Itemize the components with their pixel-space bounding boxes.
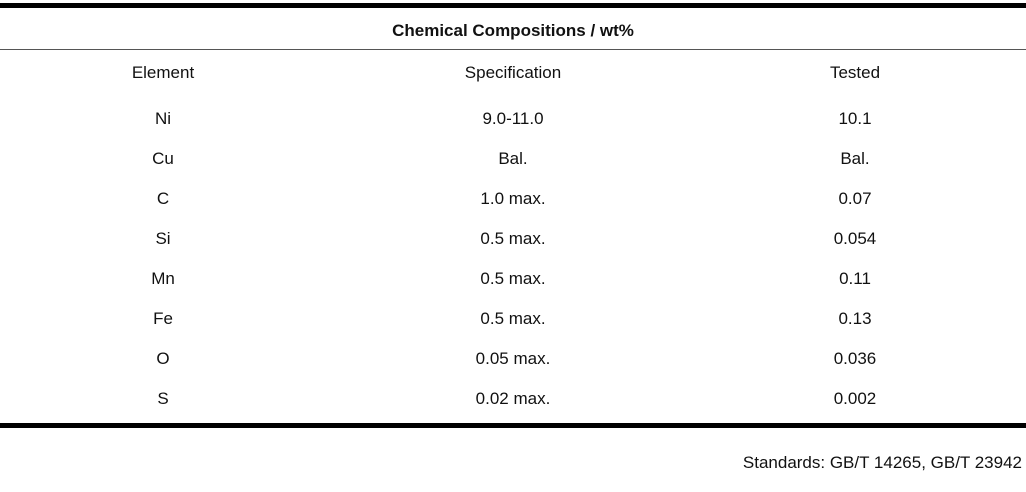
table-cell: 0.05 max. xyxy=(475,349,551,368)
table-cell: 9.0-11.0 xyxy=(482,109,544,128)
top-rule xyxy=(0,3,1026,8)
table-cell: 10.1 xyxy=(838,109,872,128)
title-rule xyxy=(0,49,1026,50)
column-header: Specification xyxy=(464,63,562,82)
table-cell: 0.11 xyxy=(839,269,871,288)
table-cell: 0.07 xyxy=(838,189,872,208)
table-cell: 0.5 max. xyxy=(480,229,546,248)
table-cell: Si xyxy=(155,229,171,248)
table-cell: C xyxy=(156,189,170,208)
table-cell: 0.02 max. xyxy=(475,389,551,408)
table-cell: Fe xyxy=(153,309,173,328)
column-header: Element xyxy=(131,63,195,82)
footer-note: Standards: GB/T 14265, GB/T 23942 xyxy=(742,453,1022,472)
bottom-rule xyxy=(0,423,1026,428)
table-cell: O xyxy=(156,349,170,368)
table-cell: 0.5 max. xyxy=(480,309,546,328)
table-cell: 0.5 max. xyxy=(480,269,546,288)
column-header: Tested xyxy=(829,63,881,82)
table-cell: 0.002 xyxy=(833,389,877,408)
table-cell: 0.036 xyxy=(833,349,877,368)
table-cell: S xyxy=(157,389,169,408)
table-cell: Mn xyxy=(151,269,175,288)
table-cell: 0.054 xyxy=(833,229,877,248)
table-title: Chemical Compositions / wt% xyxy=(392,21,634,40)
table-cell: Ni xyxy=(154,109,172,128)
table-cell: Bal. xyxy=(840,149,870,168)
table-cell: 0.13 xyxy=(838,309,872,328)
table-cell: Bal. xyxy=(498,149,528,168)
table-cell: Cu xyxy=(152,149,174,168)
table-cell: 1.0 max. xyxy=(480,189,546,208)
